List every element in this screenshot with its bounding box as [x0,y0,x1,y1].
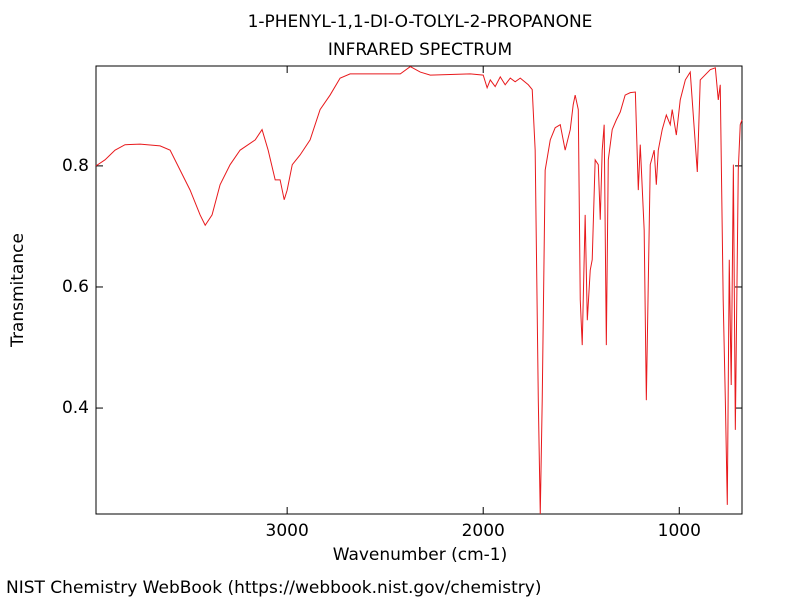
y-tick-label: 0.8 [62,156,89,176]
x-tick-label: 2000 [462,521,505,541]
x-tick-label: 3000 [266,521,309,541]
chart-subtitle: INFRARED SPECTRUM [328,40,512,60]
spectrum-line [95,66,743,515]
x-axis-label: Wavenumber (cm-1) [333,545,508,565]
y-axis-label: Transmitance [8,233,28,348]
footer: NIST Chemistry WebBook (https://webbook.… [6,578,541,598]
plot-frame [95,65,743,515]
x-tick-label: 1000 [658,521,701,541]
y-tick-label: 0.4 [62,398,89,418]
chart-title: 1-PHENYL-1,1-DI-O-TOLYL-2-PROPANONE [248,12,593,32]
y-tick-label: 0.6 [62,277,89,297]
